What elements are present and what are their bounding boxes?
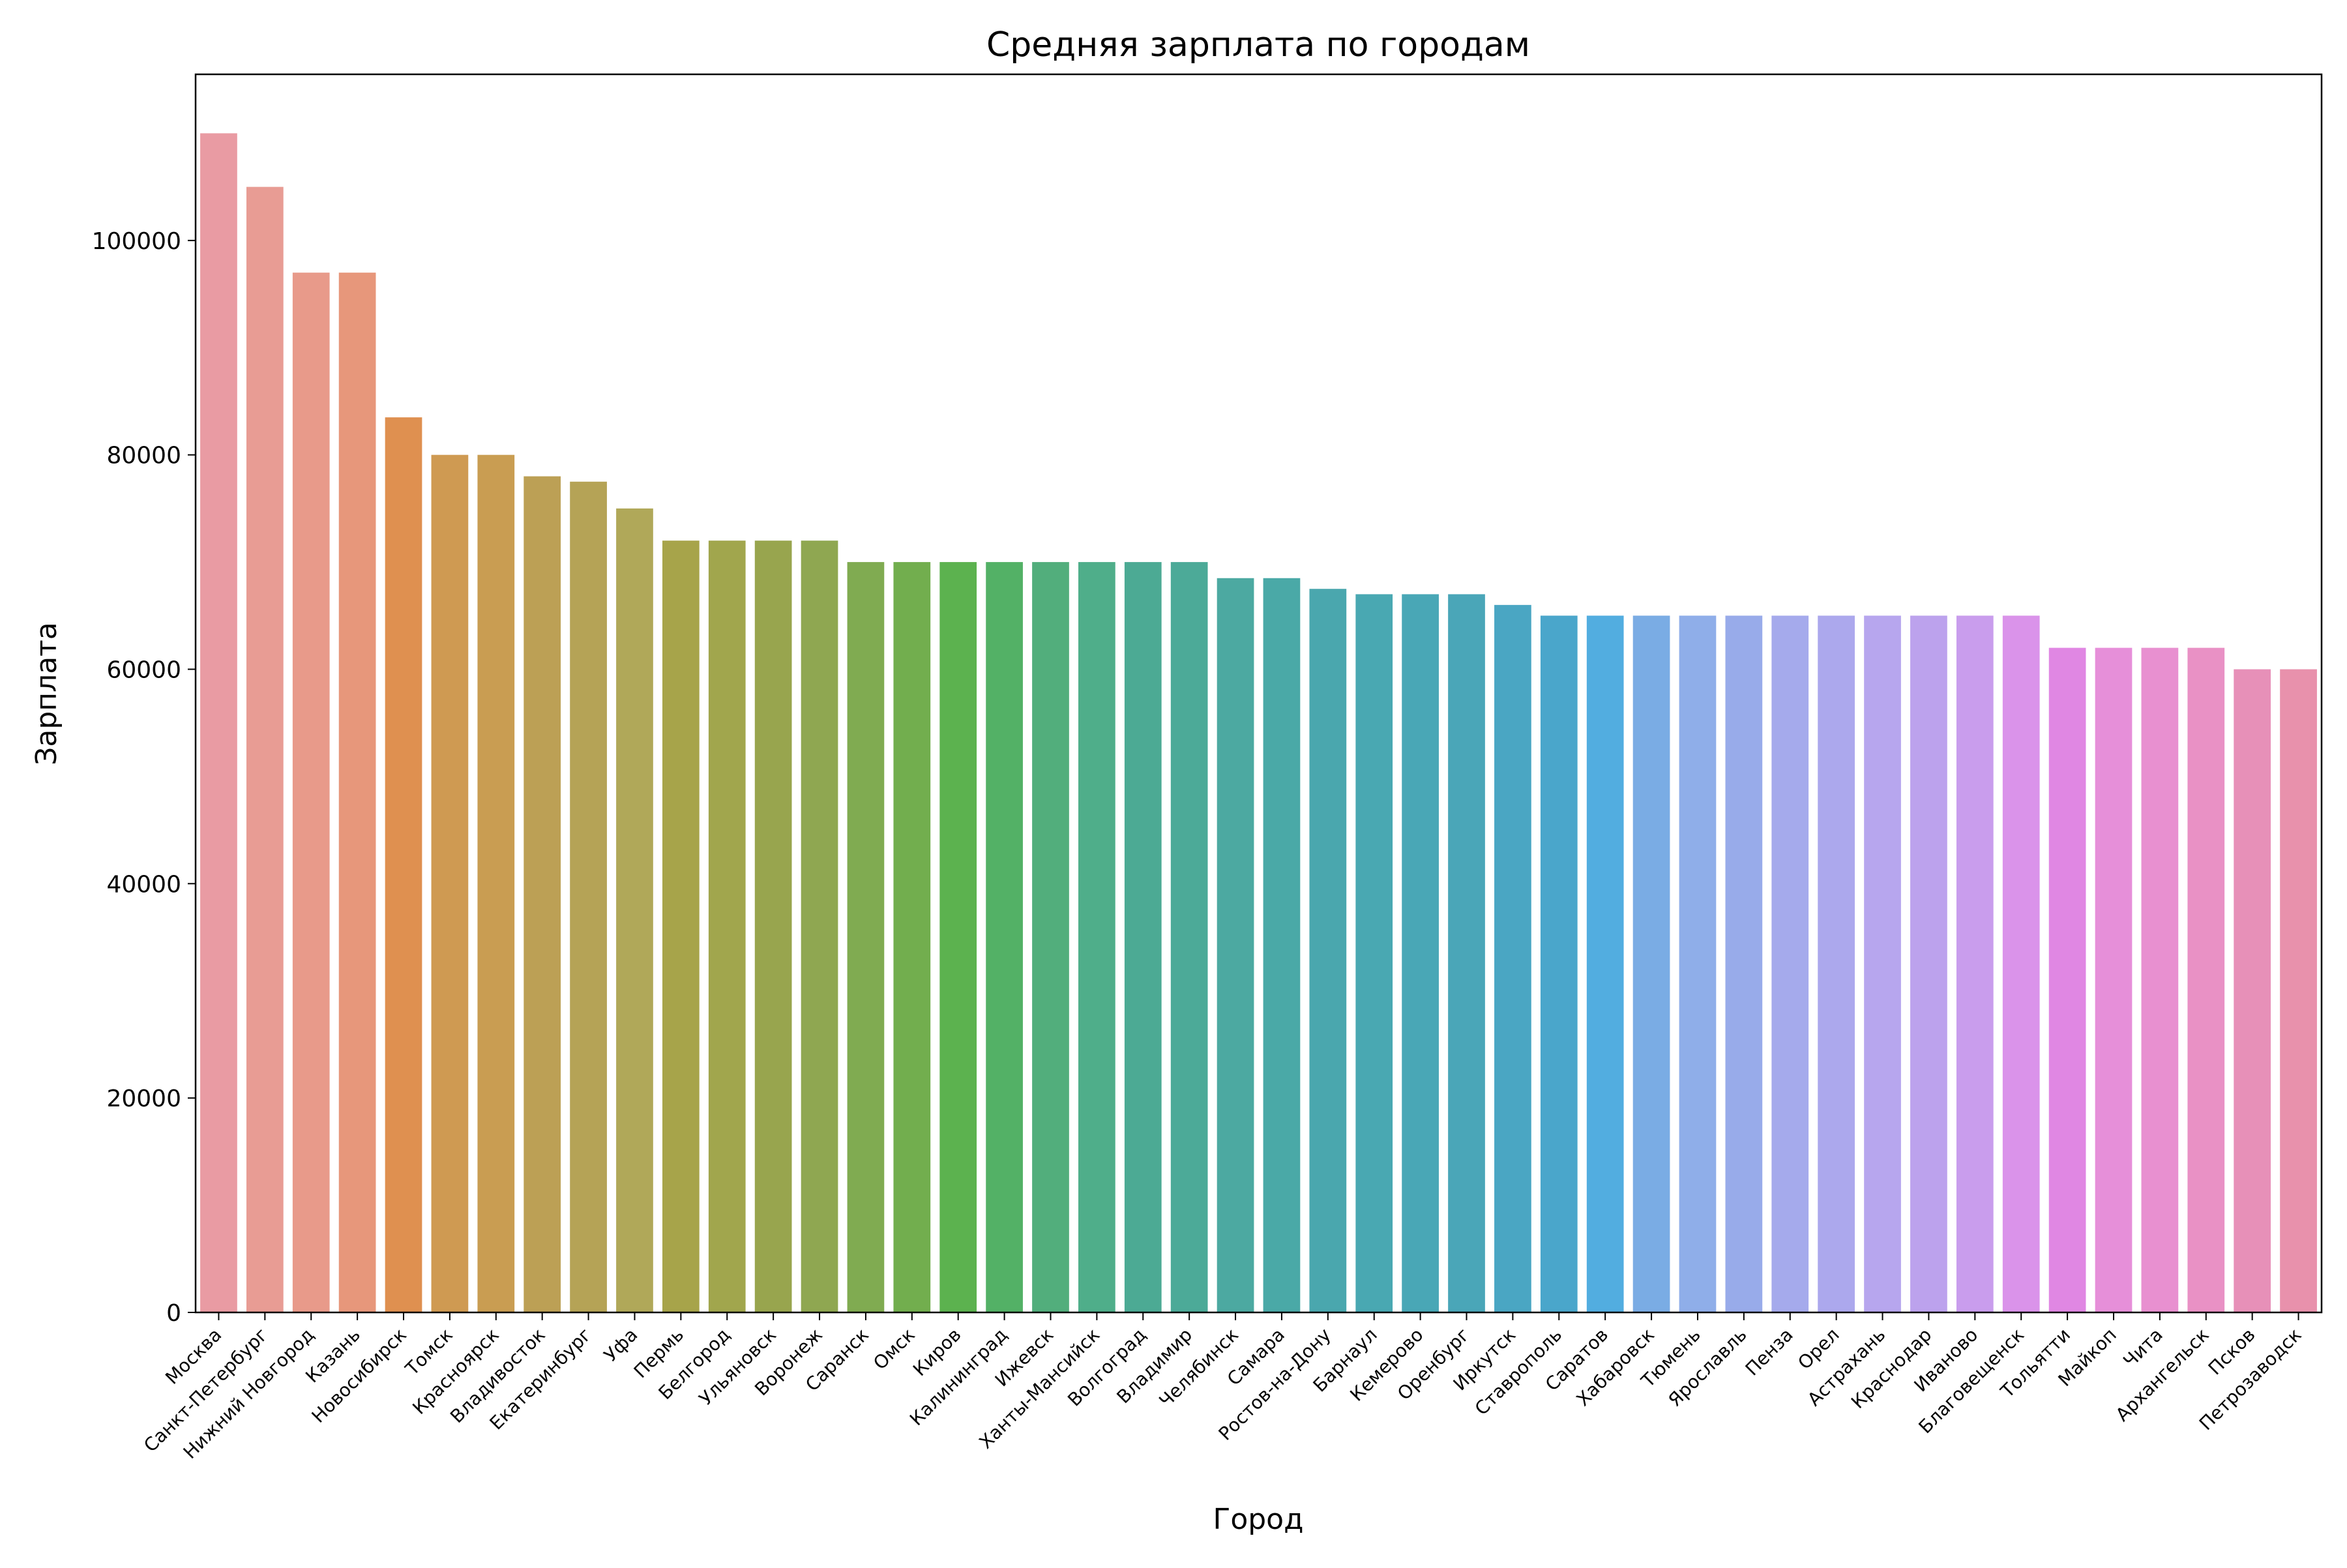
plot-frame: [194, 73, 2323, 1314]
bar: [431, 454, 469, 1313]
bar: [1170, 562, 1208, 1312]
bar: [524, 476, 561, 1312]
y-tick-label: 100000: [92, 228, 181, 255]
bar: [2095, 647, 2133, 1312]
y-tick-label: 80000: [106, 443, 181, 469]
bar: [2280, 669, 2317, 1312]
bar: [2048, 647, 2086, 1312]
x-tick-label: Пенза: [1741, 1324, 1797, 1380]
bar: [1540, 615, 1578, 1312]
bar: [200, 133, 237, 1313]
bar: [2187, 647, 2225, 1312]
bar: [1679, 615, 1717, 1312]
bar: [662, 540, 700, 1313]
bars-group: [200, 133, 2317, 1313]
bar: [708, 540, 746, 1313]
bar: [1725, 615, 1763, 1312]
bar: [1632, 615, 1670, 1312]
bar: [1217, 578, 1254, 1312]
y-tick-label: 20000: [106, 1086, 181, 1112]
bar: [1032, 562, 1069, 1312]
bar: [1309, 589, 1347, 1313]
bar: [1124, 562, 1162, 1312]
y-axis-label: Зарплата: [30, 622, 63, 765]
y-tick-label: 0: [166, 1300, 181, 1327]
bar: [385, 417, 422, 1312]
bar: [1078, 562, 1115, 1312]
bar: [2002, 615, 2040, 1312]
y-tick-label: 60000: [106, 657, 181, 684]
bar: [2234, 669, 2271, 1312]
bar: [986, 562, 1023, 1312]
bar: [1910, 615, 1947, 1312]
y-axis: 0 20000 40000 60000 80000 100000: [92, 228, 196, 1327]
bar: [939, 562, 977, 1312]
bar: [338, 273, 376, 1312]
bar: [801, 540, 838, 1313]
bar: [477, 454, 515, 1313]
chart-title: Средняя зарплата по городам: [986, 25, 1530, 65]
bar: [1494, 604, 1531, 1312]
bar: [1586, 615, 1624, 1312]
bar: [1355, 594, 1393, 1313]
x-tick-label: Уфа: [600, 1324, 642, 1366]
bar: [1818, 615, 1855, 1312]
bar: [292, 273, 330, 1312]
bar: [754, 540, 792, 1313]
bar: [1864, 615, 1901, 1312]
bar: [2141, 647, 2179, 1312]
bar: [847, 562, 885, 1312]
bar: [1448, 594, 1485, 1313]
bar: [893, 562, 931, 1312]
bar: [1263, 578, 1301, 1312]
bar: [246, 186, 284, 1312]
y-tick-label: 40000: [106, 871, 181, 898]
bar: [1956, 615, 1994, 1312]
bar: [1771, 615, 1809, 1312]
bar: [570, 481, 607, 1312]
x-axis-label: Город: [1213, 1503, 1303, 1536]
bar: [616, 508, 653, 1312]
bar: [1402, 594, 1439, 1313]
